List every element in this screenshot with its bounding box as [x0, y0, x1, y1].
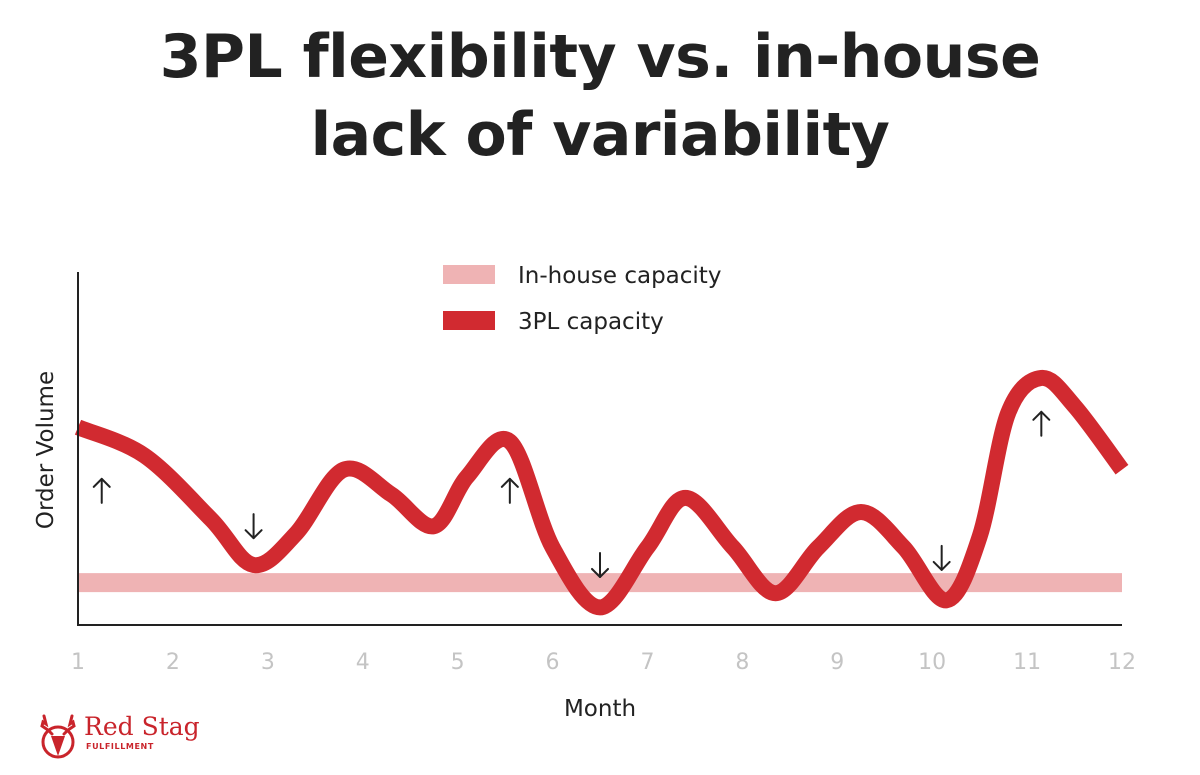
chart-title-line-1: 3PL flexibility vs. in-house [159, 22, 1041, 92]
arrow-down-icon [591, 551, 609, 578]
y-axis-title: Order Volume [33, 371, 59, 529]
x-tick-label: 8 [735, 650, 749, 675]
arrow-up-icon [1032, 410, 1051, 437]
x-tick-label: 11 [1013, 650, 1041, 675]
stag-head-icon [40, 714, 76, 759]
arrow-down-icon [244, 513, 263, 540]
legend-swatch-3pl [443, 311, 495, 330]
chart-title-line-2: lack of variability [310, 100, 890, 170]
x-tick-label: 3 [261, 650, 275, 675]
legend: In-house capacity 3PL capacity [443, 263, 721, 335]
x-tick-label: 1 [71, 650, 85, 675]
series-layer [74, 369, 1129, 616]
annotation-layer [92, 410, 1051, 578]
x-tick-label: 5 [451, 650, 465, 675]
x-tick-label: 2 [166, 650, 180, 675]
legend-label-in-house: In-house capacity [518, 263, 721, 289]
x-tick-label: 10 [918, 650, 946, 675]
x-tick-label: 4 [356, 650, 370, 675]
x-tick-label: 12 [1108, 650, 1136, 675]
x-tick-label: 6 [546, 650, 560, 675]
x-axis-title: Month [564, 696, 636, 722]
logo-subtitle: FULFILLMENT [86, 742, 154, 751]
brand-logo: Red Stag FULFILLMENT [34, 712, 204, 762]
series-line-3pl [74, 369, 1129, 616]
legend-swatch-in-house [443, 265, 495, 284]
arrow-up-icon [92, 477, 111, 504]
x-tick-label: 7 [640, 650, 654, 675]
chart-title: 3PL flexibility vs. in-house lack of var… [0, 18, 1200, 174]
x-tick-labels: 1 2 3 4 5 6 7 8 9 10 11 12 [71, 650, 1136, 675]
arrow-up-icon [500, 477, 519, 504]
arrow-down-icon [932, 544, 951, 571]
logo-wordmark: Red Stag [84, 712, 200, 741]
x-tick-label: 9 [830, 650, 844, 675]
legend-label-3pl: 3PL capacity [518, 309, 664, 335]
